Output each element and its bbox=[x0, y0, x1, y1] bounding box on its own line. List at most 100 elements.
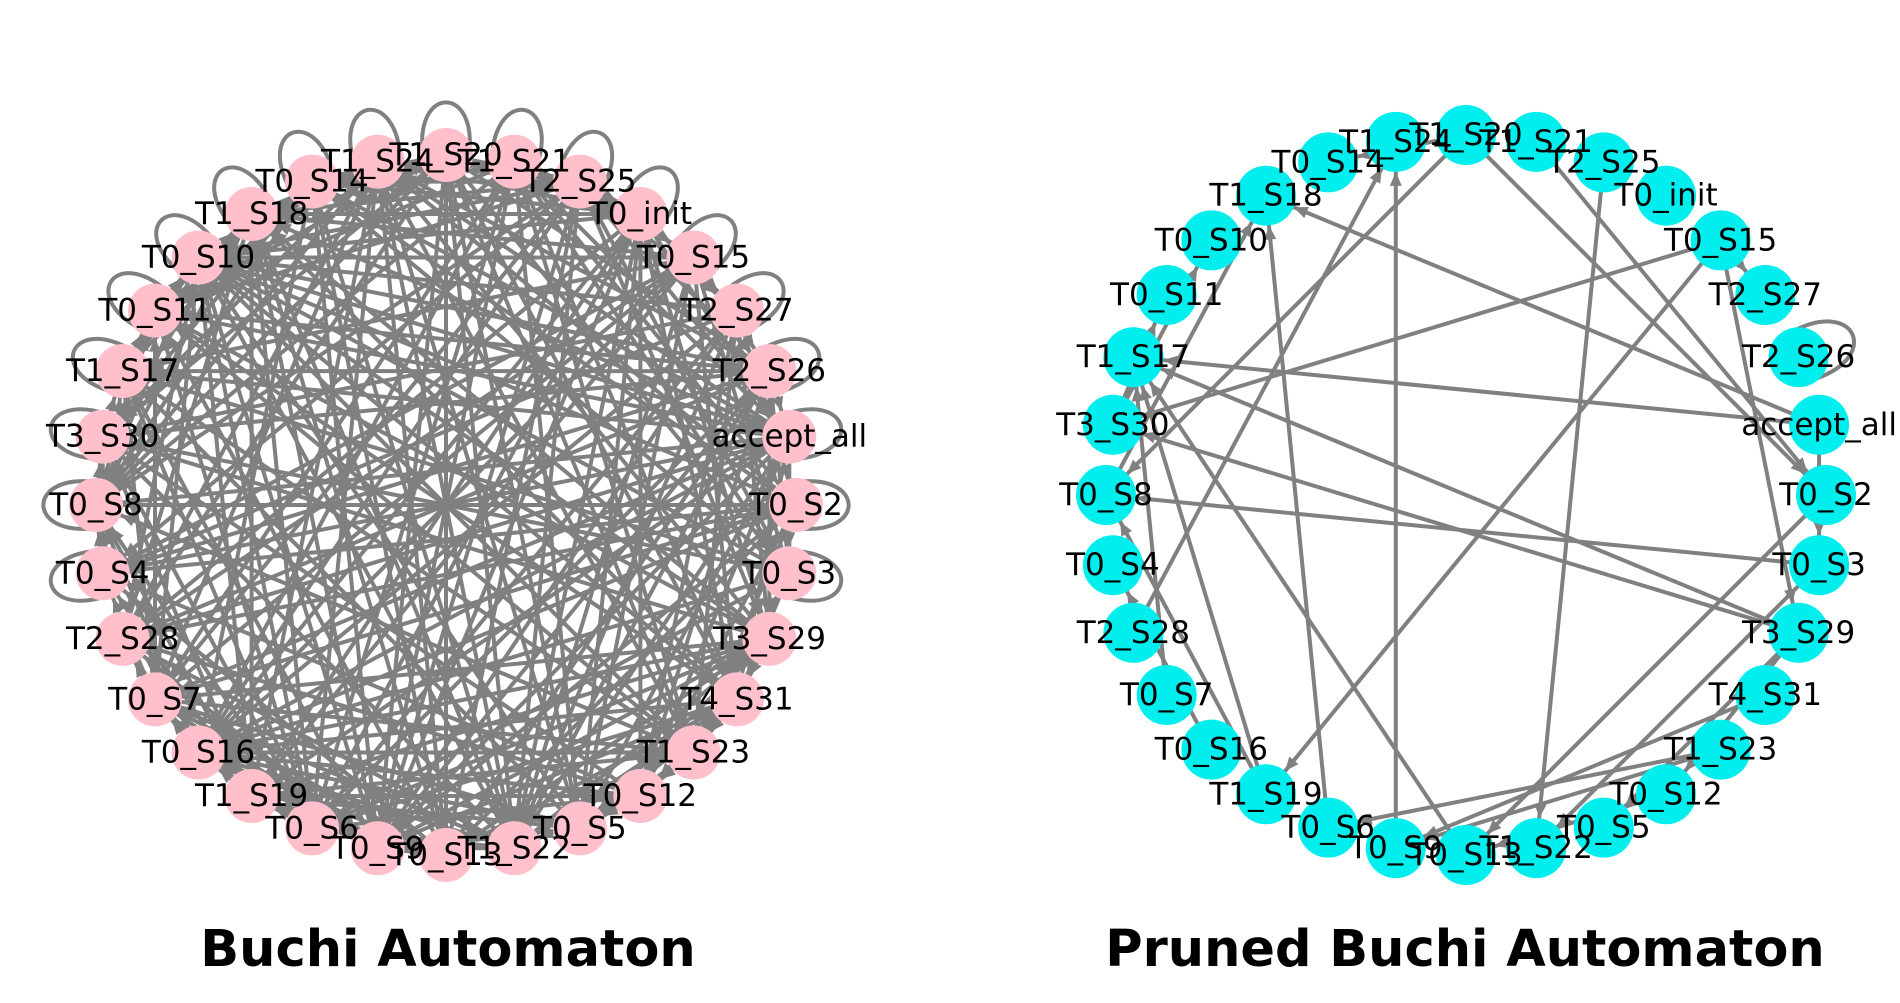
edge bbox=[375, 160, 696, 754]
edge-arrowhead bbox=[149, 337, 161, 352]
edge bbox=[94, 503, 314, 830]
edge bbox=[1534, 140, 1828, 497]
state-node bbox=[1436, 105, 1496, 165]
edge-arrowhead bbox=[1240, 222, 1252, 238]
self-loop bbox=[154, 213, 217, 276]
state-label: T0_S12 bbox=[1608, 776, 1722, 812]
state-label: T0_S16 bbox=[141, 735, 255, 771]
self-loop bbox=[556, 129, 615, 192]
state-label: T1_S18 bbox=[194, 196, 308, 232]
state-node bbox=[1573, 797, 1634, 858]
edge bbox=[310, 161, 380, 829]
self-loop bbox=[1787, 319, 1856, 383]
state-label: T0_init bbox=[1613, 178, 1717, 214]
edge-arrowhead bbox=[1424, 829, 1440, 842]
edge bbox=[197, 571, 790, 755]
self-loop bbox=[106, 271, 170, 332]
state-node bbox=[350, 134, 405, 189]
state-node bbox=[1506, 111, 1567, 172]
state-label: T2_S25 bbox=[522, 164, 636, 200]
edge bbox=[153, 309, 448, 856]
self-loop bbox=[70, 336, 133, 395]
state-label: T3_S29 bbox=[712, 621, 826, 657]
edge bbox=[101, 160, 380, 439]
state-node bbox=[1436, 825, 1496, 885]
edge-arrowhead bbox=[1625, 792, 1640, 807]
state-label: accept_all bbox=[711, 419, 867, 455]
edge bbox=[154, 308, 790, 439]
edge-arrowhead bbox=[1185, 266, 1198, 283]
edge bbox=[249, 161, 380, 797]
edge-arrowhead bbox=[275, 808, 291, 821]
state-node bbox=[1082, 394, 1143, 455]
edge bbox=[100, 435, 314, 830]
state-label: T0_S10 bbox=[141, 240, 255, 276]
edge-arrowhead bbox=[337, 171, 353, 183]
edge bbox=[512, 256, 696, 849]
state-label: T0_S12 bbox=[583, 778, 697, 814]
state-node bbox=[1181, 210, 1242, 271]
edge-arrowhead bbox=[1131, 387, 1144, 402]
state-label: T1_S22 bbox=[1479, 830, 1593, 866]
edge-arrowhead bbox=[771, 395, 784, 411]
state-node bbox=[285, 801, 340, 856]
state-label: T0_S5 bbox=[532, 810, 627, 846]
edge-arrowhead bbox=[217, 276, 232, 291]
edge-arrowhead bbox=[1534, 803, 1547, 819]
edge bbox=[1112, 422, 1800, 635]
edge-arrowhead bbox=[1557, 812, 1572, 827]
edge bbox=[197, 255, 790, 439]
state-label: T2_S28 bbox=[65, 621, 179, 657]
edge-arrowhead bbox=[661, 765, 676, 779]
state-label: T0_S16 bbox=[1154, 732, 1268, 768]
edge bbox=[100, 435, 254, 797]
state-label: T2_S26 bbox=[1741, 339, 1855, 375]
state-label: T0_S7 bbox=[1119, 677, 1214, 713]
edge-arrowhead bbox=[1141, 431, 1157, 444]
edge-arrowhead bbox=[172, 720, 186, 735]
edge-arrowhead bbox=[278, 200, 293, 215]
edge-arrowhead bbox=[105, 396, 117, 412]
edge bbox=[1264, 239, 1723, 796]
self-loop bbox=[277, 129, 336, 192]
state-label: T3_S29 bbox=[1741, 615, 1855, 651]
state-node bbox=[224, 187, 279, 241]
edge bbox=[1265, 193, 1820, 427]
self-loop bbox=[41, 479, 97, 531]
edge bbox=[94, 160, 380, 507]
edge bbox=[101, 180, 314, 438]
state-label: T1_S20 bbox=[1408, 117, 1522, 153]
state-node bbox=[1735, 665, 1796, 725]
state-label: T1_S23 bbox=[636, 735, 750, 771]
state-node bbox=[171, 230, 226, 285]
state-node bbox=[1181, 719, 1242, 780]
edge bbox=[577, 213, 643, 829]
state-node bbox=[552, 801, 607, 856]
state-node bbox=[285, 154, 340, 209]
edge-arrowhead bbox=[344, 180, 359, 195]
state-label: T0_S14 bbox=[254, 164, 368, 200]
state-node bbox=[1236, 764, 1296, 825]
edge bbox=[1133, 355, 1820, 427]
edge bbox=[375, 161, 517, 849]
state-label: T3_S30 bbox=[45, 419, 159, 455]
state-node bbox=[769, 478, 823, 532]
state-node bbox=[1365, 818, 1426, 879]
state-node bbox=[1768, 602, 1829, 663]
edge bbox=[1132, 355, 1800, 635]
state-label: T2_S27 bbox=[1708, 277, 1822, 313]
state-node bbox=[128, 283, 182, 338]
state-node bbox=[1076, 465, 1136, 525]
state-label: T2_S27 bbox=[679, 293, 793, 329]
edge bbox=[153, 309, 695, 755]
edge bbox=[310, 180, 791, 575]
edge bbox=[375, 161, 582, 829]
edge bbox=[376, 160, 798, 507]
edge-arrowhead bbox=[1487, 819, 1502, 834]
edge bbox=[120, 160, 380, 640]
state-node bbox=[1690, 210, 1751, 271]
state-label: T0_S3 bbox=[1771, 547, 1866, 583]
